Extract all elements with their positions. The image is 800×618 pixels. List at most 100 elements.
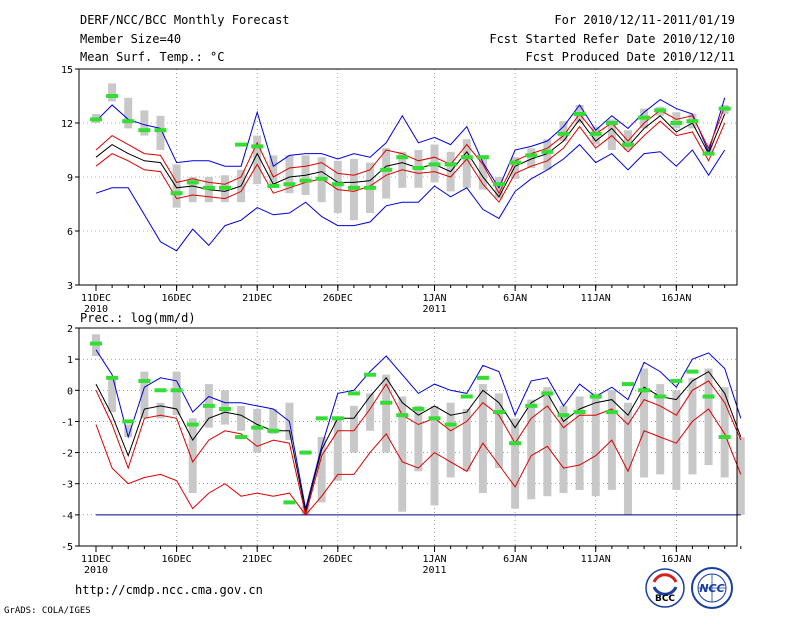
- prec-box: [478, 384, 487, 494]
- prec-box: [623, 402, 632, 515]
- prec-observed-marker: [235, 435, 248, 439]
- prec-series-mean: [95, 370, 742, 512]
- prec-observed-marker: [525, 403, 538, 408]
- temp-observed-marker: [106, 94, 119, 98]
- prec-xtick-label: 26DEC: [323, 554, 353, 565]
- temp-observed-marker: [589, 131, 602, 136]
- prec-box: [108, 377, 117, 413]
- temp-box: [543, 139, 552, 170]
- temp-box: [108, 83, 117, 102]
- bcc-logo: BCC: [645, 568, 685, 608]
- temp-xtick-label: 16JAN: [661, 293, 691, 304]
- prec-observed-marker: [412, 406, 425, 411]
- temp-xtick-label: 21DEC: [242, 293, 272, 304]
- temp-observed-marker: [347, 185, 360, 190]
- prec-observed-marker: [702, 394, 715, 399]
- temp-xtick-year: 2011: [422, 304, 446, 315]
- prec-box: [575, 396, 584, 490]
- temp-observed-marker: [138, 128, 151, 133]
- temp-observed-marker: [396, 155, 409, 160]
- temp-box: [124, 97, 133, 129]
- prec-box: [543, 387, 552, 497]
- temp-xtick-label: 26DEC: [323, 293, 353, 304]
- prec-box: [140, 371, 149, 419]
- forecast-period: For 2010/12/11-2011/01/19: [554, 13, 735, 27]
- temp-observed-marker: [218, 185, 231, 190]
- temp-observed-marker: [573, 112, 586, 116]
- prec-box: [720, 387, 729, 478]
- temp-box: [607, 119, 616, 150]
- prec-observed-marker: [654, 394, 667, 399]
- prec-box: [704, 368, 713, 466]
- temp-box: [672, 112, 681, 129]
- prec-observed-marker: [493, 410, 505, 415]
- prec-xtick-label: 16DEC: [162, 554, 192, 565]
- temp-observed-marker: [202, 185, 215, 190]
- temp-observed-marker: [621, 142, 634, 147]
- temp-observed-marker: [686, 119, 699, 124]
- temp-observed-marker: [267, 184, 280, 188]
- prec-observed-marker: [380, 400, 393, 405]
- temp-observed-marker: [315, 176, 328, 181]
- prec-series-lower-percentile: [95, 408, 742, 516]
- prec-observed-marker: [315, 416, 328, 421]
- temp-observed-marker: [509, 160, 522, 165]
- prec-box: [188, 418, 197, 494]
- prec-ytick-label: -4: [61, 511, 73, 522]
- temp-observed-marker: [331, 182, 344, 187]
- temp-series-upper-percentile: [95, 106, 726, 195]
- temp-ytick-label: 15: [61, 65, 73, 76]
- prec-xtick-label: 6JAN: [503, 554, 527, 565]
- temp-box: [188, 177, 197, 203]
- prec-plot-frame: [78, 327, 738, 547]
- temp-observed-marker: [364, 185, 377, 190]
- prec-box: [333, 418, 342, 481]
- temp-observed-marker: [251, 144, 264, 149]
- prec-box: [462, 408, 471, 472]
- prec-box: [124, 424, 133, 437]
- prec-observed-marker: [460, 394, 473, 399]
- prec-box: [398, 396, 407, 512]
- temp-observed-marker: [122, 119, 135, 124]
- temp-observed-marker: [444, 162, 457, 167]
- temp-box: [140, 110, 149, 136]
- temp-box: [285, 155, 294, 194]
- temp-observed-marker: [299, 178, 312, 183]
- temp-series-max: [95, 97, 726, 189]
- prec-ytick-label: -2: [61, 449, 73, 460]
- prec-observed-marker: [509, 441, 522, 446]
- prec-observed-marker: [686, 369, 699, 374]
- prec-series-upper-percentile: [95, 380, 742, 516]
- temp-box: [527, 148, 536, 168]
- temp-xtick-label: 11JAN: [581, 293, 611, 304]
- temp-xtick-label: 16DEC: [162, 293, 192, 304]
- temp-observed-marker: [186, 180, 199, 185]
- temp-observed-marker: [476, 155, 489, 160]
- temp-box: [156, 115, 165, 150]
- prec-box: [511, 418, 520, 509]
- temp-observed-marker: [525, 153, 538, 158]
- source-url: http://cmdp.ncc.cma.gov.cn: [75, 583, 263, 597]
- prec-observed-marker: [186, 422, 199, 427]
- prec-observed-marker: [251, 425, 264, 430]
- prec-observed-marker: [331, 416, 344, 421]
- precip-label: Prec.: log(mm/d): [80, 311, 196, 325]
- temp-observed-marker: [154, 128, 167, 133]
- variable-label: Mean Surf. Temp.: °C: [80, 50, 225, 64]
- prec-observed-marker: [138, 378, 151, 383]
- prec-box: [156, 402, 165, 419]
- prec-box: [237, 405, 246, 431]
- prec-ytick-label: -3: [61, 480, 73, 491]
- temp-observed-marker: [718, 106, 731, 111]
- prec-observed-marker: [541, 391, 554, 396]
- temp-box: [253, 135, 262, 185]
- temp-box: [382, 148, 391, 199]
- prec-xtick-label: 11DEC: [81, 554, 111, 565]
- prec-box: [349, 405, 358, 453]
- ncc-logo-text: NCC: [699, 582, 724, 595]
- temp-observed-marker: [605, 121, 618, 125]
- prec-box: [172, 371, 181, 416]
- figure-title: DERF/NCC/BCC Monthly Forecast: [80, 13, 290, 27]
- temp-ytick-label: 3: [67, 281, 73, 292]
